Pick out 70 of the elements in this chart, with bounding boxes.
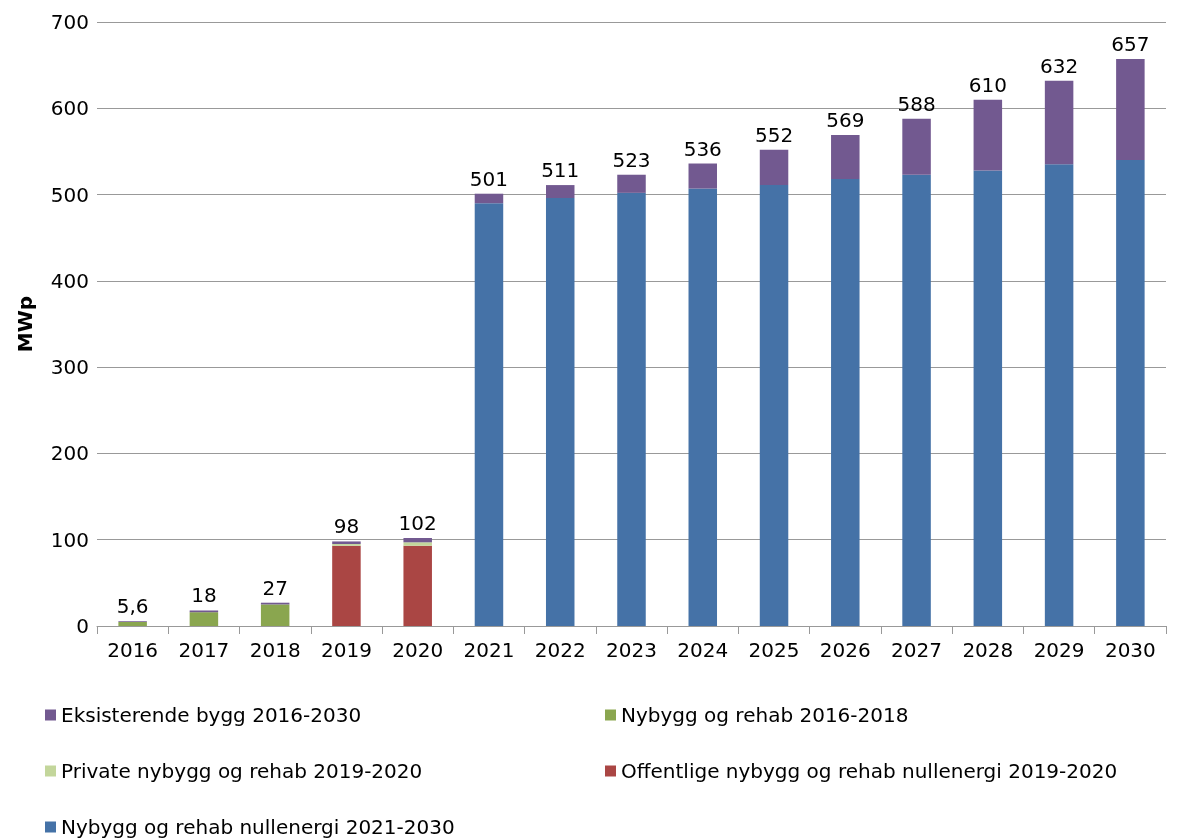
total-label: 501: [469, 166, 509, 191]
x-tick-label: 2019: [320, 638, 372, 662]
bar: [831, 135, 860, 180]
total-label: 552: [754, 122, 794, 147]
x-tick-label: 2023: [606, 638, 657, 662]
bar: [1116, 160, 1145, 626]
total-label: 536: [683, 136, 722, 161]
bar: [545, 185, 575, 199]
bar: [759, 185, 789, 626]
bar: [1044, 164, 1074, 626]
x-tick-label: 2025: [748, 638, 800, 662]
total-label: 610: [968, 72, 1007, 97]
bar: [617, 192, 646, 626]
x-tick-label: 2024: [677, 638, 729, 662]
legend-label: Eksisterende bygg 2016-2030: [61, 703, 362, 727]
legend-label: Nybygg og rehab nullenergi 2021-2030: [61, 815, 455, 839]
total-label: 523: [612, 147, 651, 172]
bar: [759, 149, 789, 186]
legend-label: Offentlige nybygg og rehab nullenergi 2019-2020: [621, 759, 1118, 783]
total-label: 632: [1040, 53, 1079, 78]
x-tick-label: 2026: [819, 638, 871, 662]
x-tick-label: 2022: [534, 638, 586, 662]
y-tick-label: 400: [50, 268, 89, 293]
legend-label: Private nybygg og rehab 2019-2020: [61, 759, 423, 783]
total-label: 5,6: [116, 594, 149, 619]
bar: [973, 99, 1003, 171]
y-tick-label: 200: [50, 441, 89, 466]
x-tick-label: 2029: [1033, 638, 1085, 662]
y-tick-label: 300: [50, 355, 89, 380]
x-tick-label: 2028: [962, 638, 1014, 662]
bar: [189, 612, 219, 626]
x-tick-label: 2020: [392, 638, 444, 662]
bar: [403, 537, 432, 543]
bar: [902, 118, 931, 175]
bar: [831, 179, 860, 626]
bar: [260, 604, 290, 626]
y-tick-label: 600: [50, 96, 89, 121]
y-tick-label: 700: [50, 10, 89, 34]
bar: [403, 545, 432, 626]
bar: [474, 203, 504, 626]
x-tick-label: 2030: [1104, 638, 1156, 662]
bar: [403, 542, 432, 546]
total-label: 657: [1111, 32, 1150, 57]
y-tick-label: 100: [50, 527, 89, 552]
total-label: 588: [897, 91, 936, 116]
x-tick-label: 2016: [107, 638, 159, 662]
bar: [973, 170, 1003, 626]
bar: [474, 193, 504, 204]
bar: [688, 163, 718, 189]
bar: [1116, 59, 1145, 161]
y-tick-label: 0: [76, 614, 89, 638]
bar: [902, 174, 931, 626]
bar: [332, 545, 361, 626]
x-tick-label: 2018: [249, 638, 301, 662]
y-tick-label: 500: [50, 182, 89, 207]
bar: [617, 174, 646, 193]
total-label: 18: [191, 583, 217, 608]
total-label: 569: [826, 108, 865, 133]
bar: [1044, 80, 1074, 165]
x-tick-label: 2021: [463, 638, 515, 662]
total-label: 98: [333, 514, 360, 539]
legend-label: Nybygg og rehab 2016-2018: [621, 703, 909, 727]
total-label: 102: [398, 510, 437, 535]
bar: [688, 188, 718, 626]
y-axis-title: MWp: [13, 295, 37, 353]
total-label: 511: [541, 158, 580, 183]
bar: [545, 198, 575, 626]
total-label: 27: [262, 575, 288, 600]
x-tick-label: 2027: [891, 638, 943, 662]
x-tick-label: 2017: [178, 638, 230, 662]
